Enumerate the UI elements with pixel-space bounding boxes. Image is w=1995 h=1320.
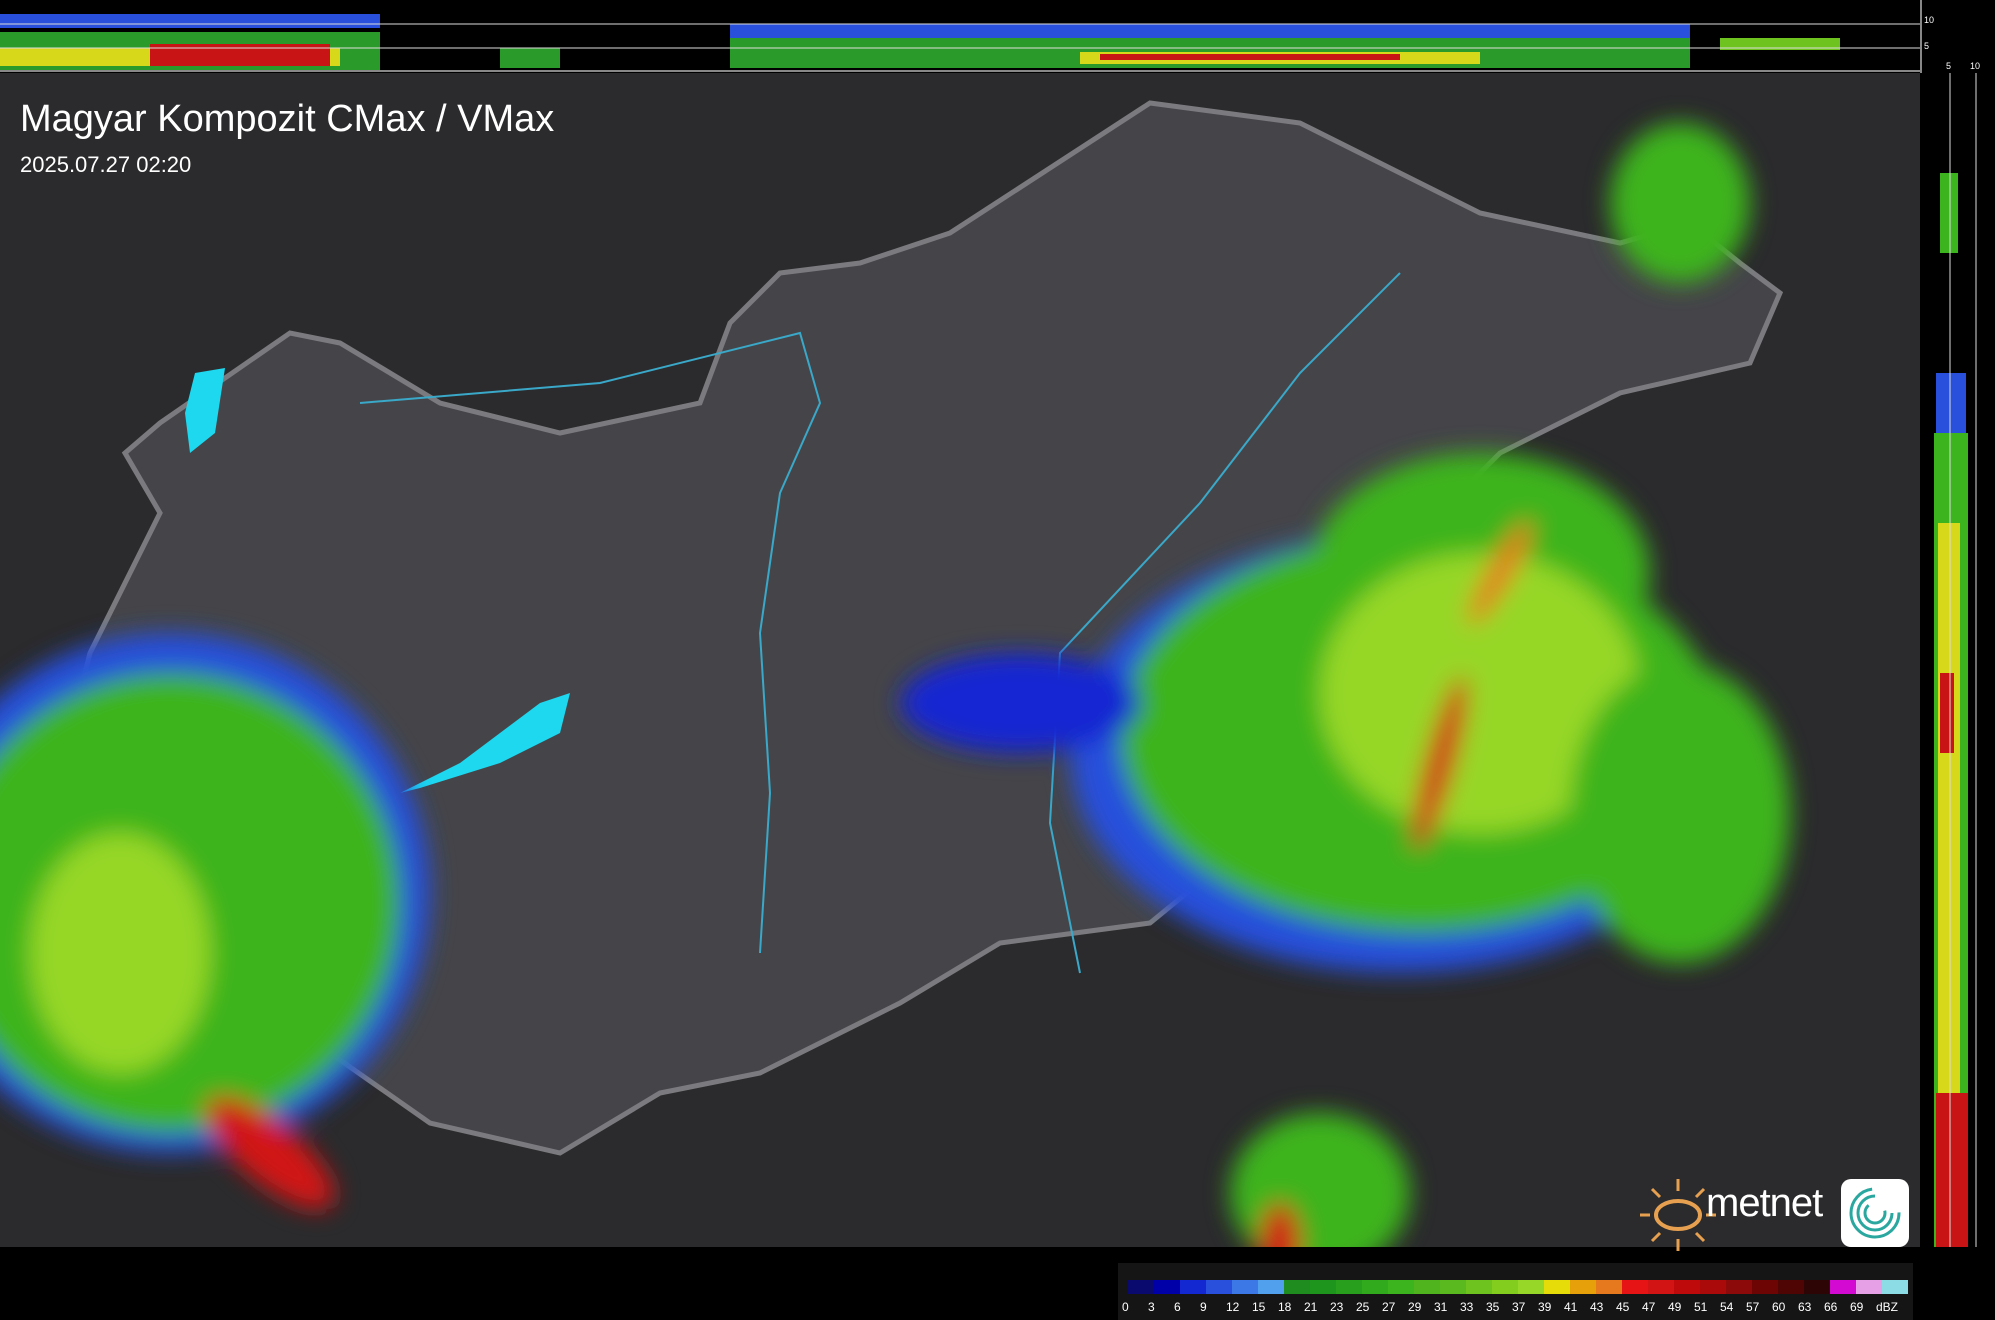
legend-cell xyxy=(1232,1280,1258,1294)
legend-label: 23 xyxy=(1330,1300,1344,1314)
legend-label: 69 xyxy=(1850,1300,1864,1314)
legend-cell xyxy=(1674,1280,1700,1294)
legend-label: 12 xyxy=(1226,1300,1240,1314)
legend-cell xyxy=(1752,1280,1778,1294)
map-title: Magyar Kompozit CMax / VMax xyxy=(20,98,555,140)
legend-cell xyxy=(1570,1280,1596,1294)
legend-cell xyxy=(1518,1280,1544,1294)
legend-cell xyxy=(1830,1280,1856,1294)
legend-cell xyxy=(1388,1280,1414,1294)
legend-cell xyxy=(1596,1280,1622,1294)
legend-label: 43 xyxy=(1590,1300,1604,1314)
legend-cell xyxy=(1336,1280,1362,1294)
legend-cell xyxy=(1206,1280,1232,1294)
top-vmax-profile xyxy=(0,0,1920,73)
precipitation-cells xyxy=(0,123,1790,1283)
danube-river xyxy=(359,331,822,954)
side-tick-10: 10 xyxy=(1970,61,1981,71)
legend-cell xyxy=(1622,1280,1648,1294)
legend-label: 47 xyxy=(1642,1300,1656,1314)
legend-label: 41 xyxy=(1564,1300,1578,1314)
legend-cell xyxy=(1258,1280,1284,1294)
map-timestamp: 2025.07.27 02:20 xyxy=(20,152,192,177)
dbz-color-legend: 0 3 6 9 12 15 18 21 23 25 27 29 31 33 35 37 39 41 43 45 47 49… xyxy=(1118,1263,1913,1320)
legend-label: 21 xyxy=(1304,1300,1318,1314)
legend-label: 54 xyxy=(1720,1300,1734,1314)
legend-label: 3 xyxy=(1148,1300,1155,1314)
top-tick-5: 5 xyxy=(1924,41,1930,51)
legend-label: 35 xyxy=(1486,1300,1500,1314)
profile-corner: 10 5 5 10 xyxy=(1920,0,1995,73)
legend-cell xyxy=(1440,1280,1466,1294)
sun-icon xyxy=(1640,1179,1716,1251)
legend-label: 33 xyxy=(1460,1300,1474,1314)
brand-name: metnet xyxy=(1706,1181,1823,1225)
legend-cell xyxy=(1284,1280,1310,1294)
legend-label: 66 xyxy=(1824,1300,1838,1314)
legend-label: 6 xyxy=(1174,1300,1181,1314)
lake-balaton xyxy=(400,693,570,793)
legend-cell xyxy=(1154,1280,1180,1294)
tisza-river xyxy=(1048,272,1401,974)
side-vmax-profile xyxy=(1920,73,1995,1247)
lake-neusiedl xyxy=(185,368,225,453)
legend-cell xyxy=(1310,1280,1336,1294)
top-profile-graphic xyxy=(0,14,1920,72)
metnet-logo[interactable]: metnet xyxy=(1636,1173,1909,1253)
legend-cell xyxy=(1414,1280,1440,1294)
legend-cell xyxy=(1882,1280,1908,1294)
legend-cell xyxy=(1180,1280,1206,1294)
legend-cell xyxy=(1856,1280,1882,1294)
legend-label: 27 xyxy=(1382,1300,1396,1314)
legend-label: 9 xyxy=(1200,1300,1207,1314)
legend-label: 39 xyxy=(1538,1300,1552,1314)
legend-cell xyxy=(1778,1280,1804,1294)
legend-label: 45 xyxy=(1616,1300,1630,1314)
legend-label: 25 xyxy=(1356,1300,1370,1314)
legend-label: 37 xyxy=(1512,1300,1526,1314)
legend-cell xyxy=(1362,1280,1388,1294)
legend-cell xyxy=(1726,1280,1752,1294)
radar-map[interactable]: 0 3 6 9 12 15 18 21 23 25 27 29 31 33 35 37 39 41 43 45 47 49… xyxy=(0,73,1920,1320)
legend-cell xyxy=(1544,1280,1570,1294)
side-tick-5: 5 xyxy=(1946,61,1952,71)
app-icon xyxy=(1841,1179,1909,1247)
legend-label: 29 xyxy=(1408,1300,1422,1314)
top-tick-10: 10 xyxy=(1924,15,1935,25)
legend-labels: 0 3 6 9 12 15 18 21 23 25 27 29 31 33 35 37 39 41 43 45 47 49… xyxy=(1122,1300,1902,1314)
radar-layer xyxy=(0,100,1790,1283)
legend-cell xyxy=(1492,1280,1518,1294)
legend-label: 31 xyxy=(1434,1300,1448,1314)
legend-label: 0 xyxy=(1122,1300,1129,1314)
legend-label: 51 xyxy=(1694,1300,1708,1314)
legend-cell xyxy=(1128,1280,1154,1294)
legend-label: 63 xyxy=(1798,1300,1812,1314)
legend-cell xyxy=(1804,1280,1830,1294)
legend-cell xyxy=(1466,1280,1492,1294)
legend-label: 49 xyxy=(1668,1300,1682,1314)
legend-label: 18 xyxy=(1278,1300,1292,1314)
side-profile-graphic xyxy=(1934,73,1977,1247)
legend-label: 60 xyxy=(1772,1300,1786,1314)
legend-cell xyxy=(1700,1280,1726,1294)
legend-color-cells xyxy=(1128,1280,1908,1294)
legend-label: dBZ xyxy=(1876,1300,1899,1314)
legend-cell xyxy=(1648,1280,1674,1294)
legend-label: 57 xyxy=(1746,1300,1760,1314)
legend-label: 15 xyxy=(1252,1300,1266,1314)
